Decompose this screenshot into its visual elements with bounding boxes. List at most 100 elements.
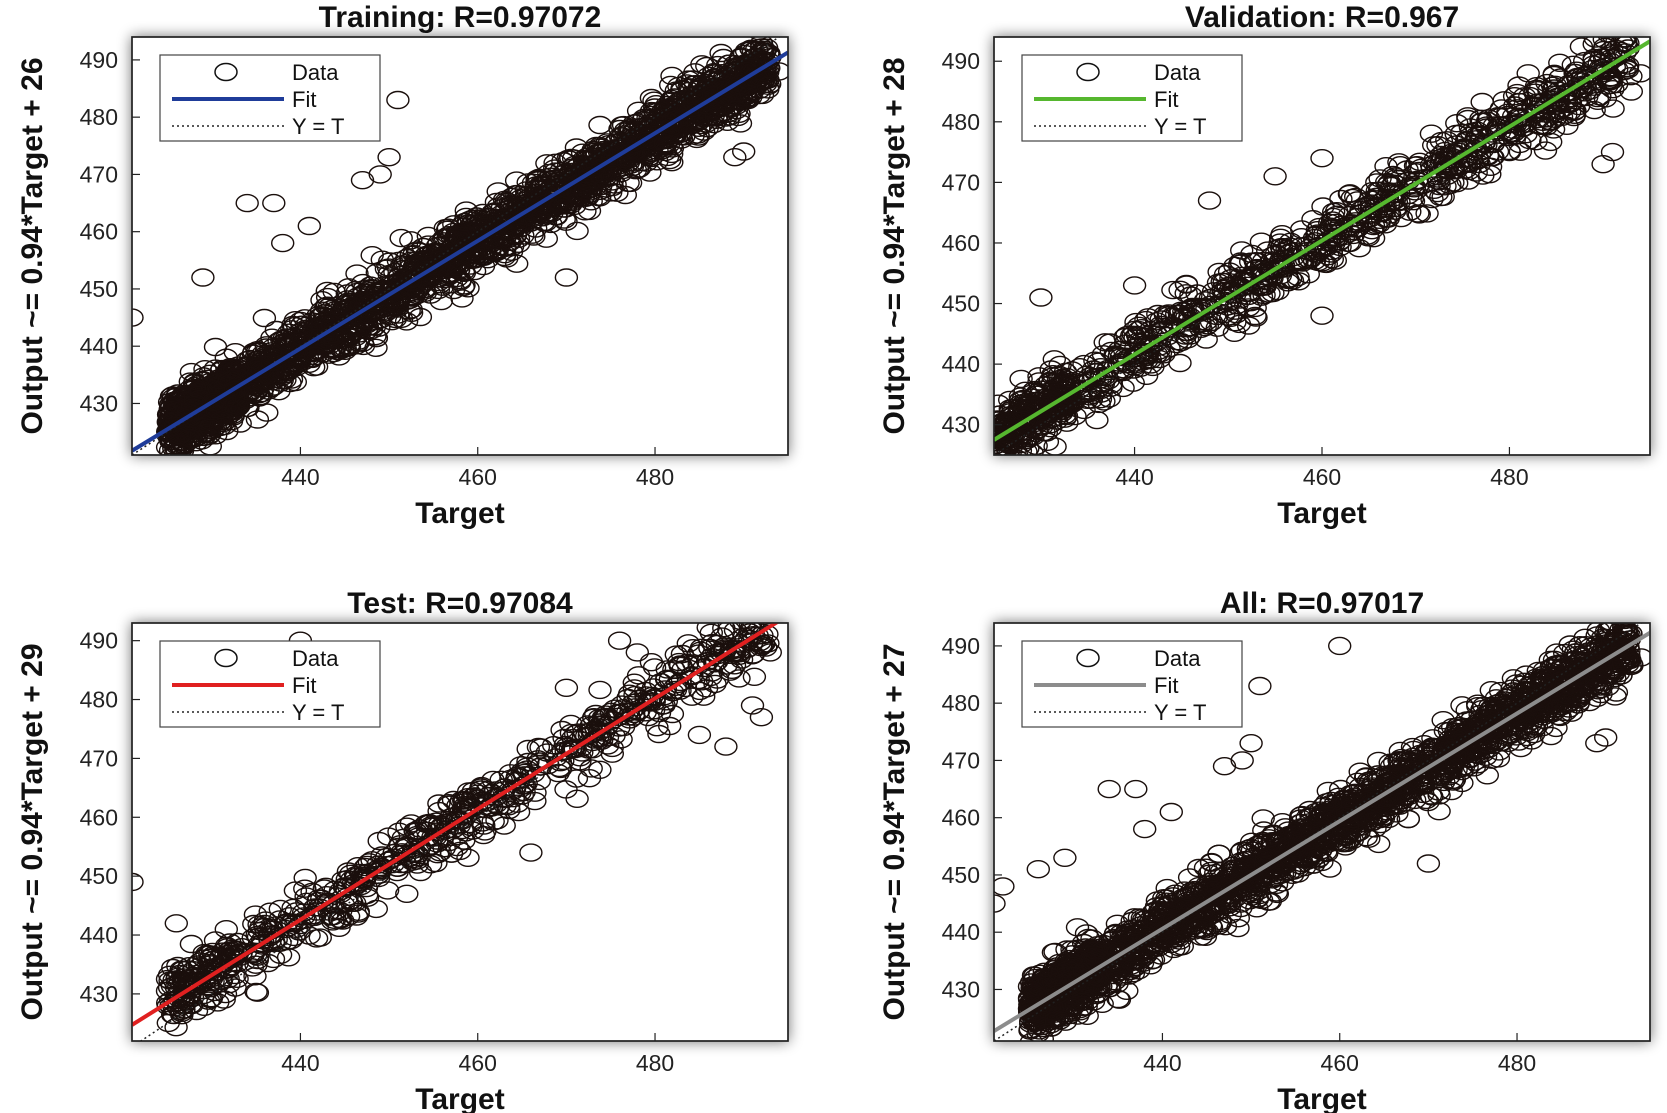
- data-point: [437, 266, 462, 285]
- y-tick-label: 480: [80, 687, 118, 713]
- data-point: [588, 181, 612, 201]
- data-point: [1027, 372, 1051, 391]
- data-point-outlier: [625, 643, 649, 662]
- data-point: [1561, 55, 1586, 75]
- data-point: [756, 623, 772, 626]
- data-point: [427, 794, 451, 813]
- data-point: [634, 131, 658, 151]
- data-point: [1361, 228, 1386, 248]
- data-point: [1034, 423, 1059, 442]
- data-point: [486, 197, 511, 216]
- data-point: [250, 936, 274, 955]
- y-tick-label: 480: [80, 104, 118, 130]
- x-axis-label: Target: [415, 1083, 504, 1113]
- data-point: [456, 279, 480, 298]
- data-point: [282, 927, 306, 947]
- y-tick-label: 460: [942, 230, 980, 256]
- data-point: [525, 198, 550, 217]
- data-point: [1007, 411, 1031, 431]
- data-point: [1563, 101, 1587, 121]
- data-point: [739, 600, 761, 617]
- data-point-outlier: [271, 233, 295, 253]
- data-point: [1343, 212, 1368, 231]
- data-point: [588, 680, 612, 700]
- data-point: [994, 405, 1012, 424]
- data-point: [1289, 227, 1314, 247]
- data-point: [214, 920, 239, 939]
- data-point: [1419, 124, 1444, 143]
- data-point: [649, 673, 673, 692]
- data-point: [1508, 142, 1533, 161]
- data-point: [333, 341, 357, 360]
- data-point: [303, 346, 328, 366]
- data-point: [312, 879, 336, 898]
- data-point: [346, 902, 370, 921]
- data-point: [715, 112, 740, 132]
- data-point: [283, 881, 308, 900]
- data-point: [1130, 319, 1154, 338]
- data-point: [1538, 112, 1563, 132]
- y-tick-label: 460: [80, 804, 118, 830]
- data-point: [364, 338, 388, 357]
- data-point: [1589, 48, 1614, 67]
- y-tick-label: 440: [80, 922, 118, 948]
- data-point: [206, 371, 231, 390]
- data-point: [250, 360, 274, 379]
- data-point: [345, 264, 369, 283]
- data-point: [284, 328, 308, 348]
- data-point-outlier: [590, 142, 614, 161]
- data-point: [1194, 330, 1218, 349]
- data-point: [189, 414, 214, 433]
- data-point: [160, 1005, 185, 1024]
- data-point: [252, 308, 277, 328]
- data-point: [568, 752, 592, 771]
- data-point: [487, 237, 511, 256]
- data-point: [1415, 204, 1439, 223]
- data-point: [1358, 205, 1383, 225]
- x-tick-label: 440: [281, 1050, 319, 1076]
- data-point: [258, 342, 283, 361]
- legend-data-label: Data: [1154, 60, 1201, 85]
- data-point: [1505, 83, 1530, 103]
- data-point: [653, 133, 677, 153]
- data-point: [184, 1001, 209, 1021]
- data-point-outlier: [607, 631, 632, 650]
- y-tick-label: 470: [80, 161, 118, 187]
- data-point: [748, 585, 770, 602]
- data-point: [516, 739, 540, 759]
- data-point: [250, 930, 275, 950]
- data-point: [1329, 189, 1353, 209]
- data-point: [505, 254, 529, 273]
- data-point: [650, 696, 674, 715]
- data-point: [223, 380, 248, 399]
- data-point: [506, 802, 531, 822]
- data-point: [303, 328, 327, 348]
- data-point-outlier: [350, 170, 375, 190]
- data-point: [193, 360, 217, 379]
- data-point: [699, 623, 723, 642]
- data-point: [389, 228, 413, 248]
- x-tick-label: 460: [1303, 464, 1341, 490]
- data-point: [497, 800, 521, 820]
- fit-line: [994, 39, 1650, 442]
- data-point: [158, 395, 183, 415]
- data-point: [293, 879, 317, 898]
- y-axis-label: Output ~= 0.94*Target + 28: [878, 57, 911, 434]
- x-axis-label: Target: [1277, 497, 1366, 530]
- data-point-outlier: [732, 142, 756, 161]
- data-point: [1426, 135, 1450, 155]
- plot-marks: [994, 623, 1650, 1041]
- legend-data-marker: [214, 648, 238, 668]
- y-tick-label: 470: [80, 745, 118, 771]
- y-tick-label: 450: [80, 863, 118, 889]
- data-point: [728, 114, 753, 133]
- data-point-outlier: [723, 147, 747, 167]
- data-point: [481, 770, 505, 790]
- data-point: [196, 991, 221, 1010]
- data-point-outlier: [164, 914, 189, 933]
- data-point: [1562, 102, 1586, 122]
- data-point: [1543, 94, 1567, 113]
- data-point: [616, 153, 641, 172]
